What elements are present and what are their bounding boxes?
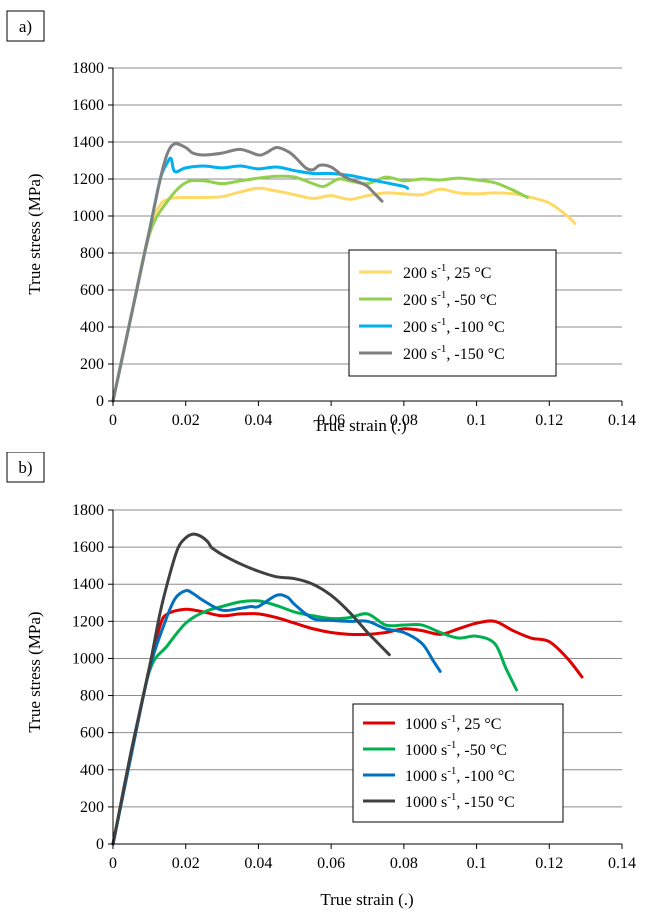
legend-entry-label: 1000 s-1, -100 °C [405,765,515,785]
x-tick-label: 0.14 [608,412,636,429]
x-axis-title: True strain (.) [320,890,413,909]
y-tick-label: 800 [80,688,104,705]
x-tick-label: 0.04 [244,412,272,429]
y-tick-labels: 0 200 400 600 800 1000 1200 1400 1600 1800 [72,60,104,410]
y-axis-title: True stress (MPa) [25,611,44,732]
legend-entry-label: 1000 s-1, 25 °C [405,713,501,733]
y-tick-label: 1600 [72,97,104,114]
series-line-4 [111,142,384,403]
y-tick-label: 800 [80,245,104,262]
y-tick-label: 1800 [72,502,104,519]
x-tick-labels: 0 0.02 0.04 0.06 0.08 0.1 0.12 0.14 [109,412,636,429]
y-tick-label: 1200 [72,171,104,188]
y-tick-label: 400 [80,319,104,336]
y-axis-title: True stress (MPa) [25,173,44,294]
x-tick-label: 0.08 [390,855,418,872]
legend-entry-label: 1000 s-1, -150 °C [405,791,515,811]
series-layer [111,142,577,403]
y-tick-label: 200 [80,799,104,816]
series-line-2 [111,174,529,403]
legend-entry-label: 200 s-1, 25 °C [403,262,491,282]
x-tick-label: 0 [109,412,117,429]
legend: 200 s-1, 25 °C 200 s-1, -50 °C 200 s-1, -1… [348,249,557,377]
legend-entry-label: 1000 s-1, -50 °C [405,739,507,759]
panel-label: a) [19,17,32,36]
y-tick-label: 400 [80,762,104,779]
y-tick-label: 1000 [72,650,104,667]
x-tick-label: 0.02 [172,412,200,429]
series-line-2 [111,599,519,846]
panel-label: b) [18,458,32,477]
y-tick-label: 1000 [72,208,104,225]
y-tick-label: 1400 [72,134,104,151]
x-tick-label: 0.08 [390,412,418,429]
x-tick-labels: 0 0.02 0.04 0.06 0.08 0.1 0.12 0.14 [109,855,636,872]
x-tick-label: 0 [109,855,117,872]
x-tick-label: 0.06 [317,855,345,872]
axes-layer [108,509,623,849]
series-line-1 [111,186,577,403]
panel-label-box [6,452,45,483]
y-tick-label: 0 [96,393,104,410]
chart-panel-b: b) 0 200 400 600 800 1000 1200 1400 1600 1800 0 0.… [6,452,636,909]
x-tick-label: 0.14 [608,855,636,872]
y-tick-label: 1400 [72,576,104,593]
x-axis-title: True strain (.) [313,416,406,435]
y-tick-label: 1800 [72,60,104,77]
y-tick-label: 600 [80,282,104,299]
x-tick-label: 0.1 [467,855,487,872]
legend-entry-label: 200 s-1, -150 °C [403,343,505,363]
series-line-3 [111,589,442,846]
series-line-4 [111,532,391,846]
y-tick-label: 0 [96,836,104,853]
y-tick-labels: 0 200 400 600 800 1000 1200 1400 1600 1800 [72,502,104,853]
legend-entry-label: 200 s-1, -50 °C [403,289,497,309]
legend: 1000 s-1, 25 °C 1000 s-1, -50 °C 1000 s-1,… [352,703,564,823]
x-tick-label: 0.06 [317,412,345,429]
y-tick-label: 1600 [72,539,104,556]
x-tick-label: 0.04 [244,855,272,872]
x-tick-label: 0.12 [535,412,563,429]
series-layer [111,532,584,846]
y-tick-label: 200 [80,356,104,373]
x-tick-label: 0.1 [467,412,487,429]
x-tick-label: 0.12 [535,855,563,872]
axes-layer [108,67,623,406]
legend-entry-label: 200 s-1, -100 °C [403,316,505,336]
chart-panel-a: a) 0 200 400 600 800 1000 1200 1400 1600 1800 0 0.… [6,10,636,435]
x-tick-label: 0.02 [172,855,200,872]
panel-label-box [6,10,45,42]
y-tick-label: 1200 [72,613,104,630]
y-tick-label: 600 [80,725,104,742]
